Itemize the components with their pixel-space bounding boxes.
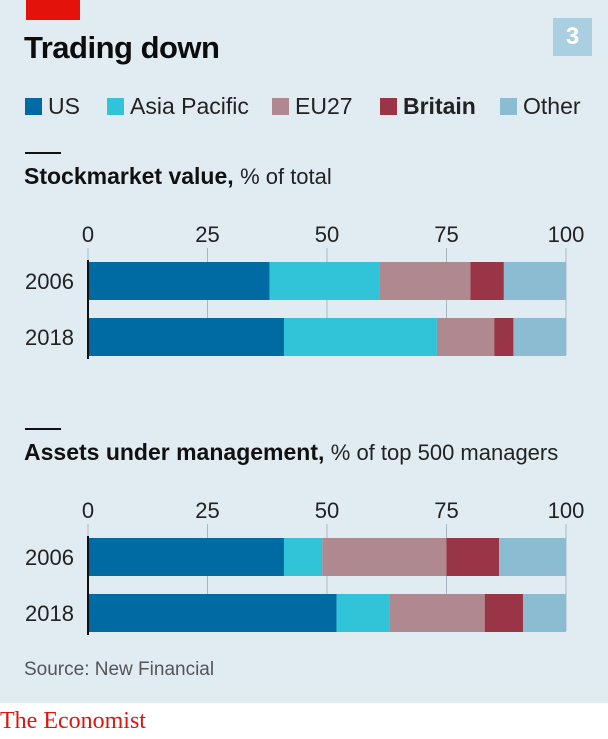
stockmarket-bar-2006-asia-pacific [269,262,380,300]
section-title-stockmarket-unit: % of total [240,164,332,189]
stockmarket-bar-2006-britain [470,262,504,300]
stockmarket-bar-2006-other [503,262,566,300]
stockmarket-tick-label-100: 100 [548,222,585,247]
assets-tick-label-25: 25 [195,498,219,523]
section-rule-stockmarket [25,152,61,154]
chart-stockmarket: 0 25 50 75 100 2006 2018 [25,222,585,359]
legend-swatch-britain [380,98,397,115]
section-title-assets-main: Assets under management, [24,439,325,465]
legend-label-us: US [48,93,80,119]
stockmarket-bar-2018-us [88,318,284,356]
section-title-stockmarket: Stockmarket value, % of total [24,163,332,190]
legend-label-eu27: EU27 [295,93,353,119]
assets-bar-2006-eu27 [322,538,447,576]
assets-bar-2018-eu27 [389,594,485,632]
section-title-assets: Assets under management, % of top 500 ma… [24,439,558,466]
stockmarket-bar-2018-britain [494,318,514,356]
stockmarket-tick-label-75: 75 [434,222,458,247]
legend-label-britain: Britain [403,93,476,119]
assets-bar-2018-britain [484,594,523,632]
stockmarket-tick-label-50: 50 [315,222,339,247]
legend-swatch-asia-pacific [107,98,124,115]
chart-assets: 0 25 50 75 100 2006 2018 [25,498,585,635]
stockmarket-bar-2018-other [513,318,566,356]
legend-swatch-eu27 [272,98,289,115]
section-rule-assets [25,428,61,430]
assets-bar-2018-other [522,594,566,632]
assets-bar-2006-other [499,538,566,576]
legend-swatch-us [25,98,42,115]
stockmarket-tick-label-25: 25 [195,222,219,247]
chart-number-badge: 3 [553,18,592,56]
brand-red-tag [26,0,80,20]
stockmarket-category-label-2006: 2006 [25,269,74,294]
stockmarket-bar-2018-asia-pacific [283,318,437,356]
assets-tick-label-50: 50 [315,498,339,523]
assets-tick-label-0: 0 [82,498,94,523]
stockmarket-bar-2006-us [88,262,270,300]
assets-category-label-2006: 2006 [25,545,74,570]
assets-category-label-2018: 2018 [25,601,74,626]
brand-logo: The Economist [0,708,146,734]
stockmarket-bar-2018-eu27 [436,318,495,356]
stockmarket-tick-label-0: 0 [82,222,94,247]
assets-bar-2018-us [88,594,337,632]
assets-bar-2006-asia-pacific [283,538,323,576]
legend-label-asia-pacific: Asia Pacific [130,93,249,119]
section-title-stockmarket-main: Stockmarket value, [24,163,234,189]
chart-panel: Trading down 3 US Asia Pacific EU27 Brit… [0,0,608,703]
legend-swatch-other [500,98,517,115]
assets-bar-2006-us [88,538,284,576]
stockmarket-bar-2006-eu27 [379,262,471,300]
legend-label-other: Other [523,93,581,119]
stockmarket-category-label-2018: 2018 [25,325,74,350]
section-title-assets-unit: % of top 500 managers [330,440,559,465]
assets-tick-label-100: 100 [548,498,585,523]
assets-tick-label-75: 75 [434,498,458,523]
source-note: Source: New Financial [24,659,215,680]
chart-title: Trading down [24,30,220,65]
assets-bar-2018-asia-pacific [336,594,390,632]
assets-bar-2006-britain [446,538,500,576]
